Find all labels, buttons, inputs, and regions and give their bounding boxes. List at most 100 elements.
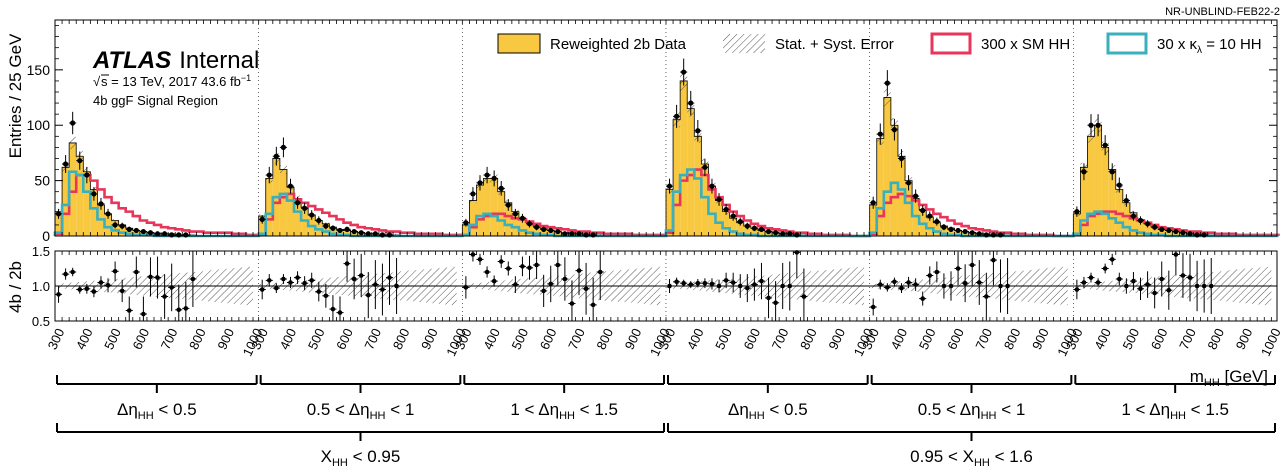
ratio-point xyxy=(84,286,90,292)
data-point xyxy=(877,131,883,137)
background-bar xyxy=(55,211,63,236)
background-bar xyxy=(1073,213,1081,236)
background-bar xyxy=(940,226,948,236)
data-point xyxy=(309,212,315,218)
data-point xyxy=(666,183,673,189)
data-point xyxy=(519,215,526,221)
y-axis-label: Entries / 25 GeV xyxy=(6,33,25,158)
data-point xyxy=(744,223,750,229)
data-point xyxy=(1109,169,1115,175)
data-point xyxy=(512,211,518,217)
data-point xyxy=(280,144,287,150)
atlas-label: ATLAS Internal √ s = 13 TeV, 2017 43.6 fb… xyxy=(92,47,259,108)
eta-bracket-label-sub: HH xyxy=(138,410,154,422)
data-point xyxy=(323,223,329,229)
data-point xyxy=(533,224,540,230)
data-point xyxy=(1074,209,1080,215)
ratio-point xyxy=(892,279,897,285)
background-bar xyxy=(294,198,302,236)
data-point xyxy=(787,231,793,237)
background-bar xyxy=(132,230,140,236)
plot-area xyxy=(53,58,1280,321)
data-point xyxy=(576,231,582,237)
background-bar xyxy=(1151,227,1159,236)
eta-bracket-label-main: 0.5 < Δη xyxy=(918,400,981,419)
background-bar xyxy=(757,230,766,236)
ratio-point xyxy=(302,280,307,286)
data-point xyxy=(927,213,933,219)
ratio-point xyxy=(491,278,497,284)
ratio-point xyxy=(477,257,483,262)
data-point xyxy=(590,232,596,238)
ratio-point xyxy=(569,301,575,306)
eta-bracket-label-sub: HH xyxy=(1170,410,1186,422)
background-bar xyxy=(504,202,512,236)
legend-kl-post: = 10 HH xyxy=(1202,36,1262,53)
x-tick-label: 500 xyxy=(712,326,735,352)
ratio-point xyxy=(695,280,701,286)
background-bar xyxy=(1108,169,1116,236)
data-point xyxy=(730,213,736,219)
ratio-point xyxy=(766,295,771,301)
background-bar xyxy=(1165,230,1173,236)
data-point xyxy=(1123,197,1129,204)
ratio-point xyxy=(1173,252,1179,257)
data-point xyxy=(154,231,161,237)
background-bar xyxy=(883,97,891,237)
ratio-point xyxy=(534,262,539,268)
ratio-point xyxy=(470,252,476,257)
legend-kl-sub: λ xyxy=(1197,45,1202,56)
ratio-point xyxy=(562,276,568,282)
ratio-point xyxy=(541,288,546,294)
background-bar xyxy=(469,200,477,236)
ratio-point xyxy=(288,280,293,285)
ratio-point xyxy=(1138,286,1143,292)
data-point xyxy=(569,231,575,237)
background-bar xyxy=(483,178,491,236)
x-tick-label: 900 xyxy=(825,326,848,352)
data-point xyxy=(266,172,272,178)
legend-data-label: Reweighted 2b Data xyxy=(550,36,687,53)
ratio-point xyxy=(590,302,596,308)
eta-bracket-label-main: 0.5 < Δη xyxy=(307,400,370,419)
data-point xyxy=(358,230,364,236)
eta-bracket-label: 0.5 < ΔηHH < 1 xyxy=(307,400,415,422)
ratio-point xyxy=(351,276,357,282)
background-bar xyxy=(490,178,498,236)
ratio-point xyxy=(583,286,589,292)
data-point xyxy=(1201,232,1207,238)
background-bar xyxy=(547,230,555,236)
background-bar xyxy=(666,189,674,236)
data-point xyxy=(751,225,757,231)
data-point xyxy=(920,207,926,214)
legend-sm-label: 300 x SM HH xyxy=(981,36,1070,53)
eta-bracket-label-main: 1 < Δη xyxy=(510,400,559,419)
x-tick-label: 400 xyxy=(480,326,503,352)
background-bar xyxy=(680,80,688,236)
ratio-point xyxy=(190,276,196,282)
ratio-point xyxy=(119,288,125,294)
data-point xyxy=(1130,213,1137,219)
ratio-point xyxy=(141,311,146,317)
x-tick-label: 800 xyxy=(1204,326,1227,352)
x-tick-label: 500 xyxy=(1120,326,1143,352)
data-point xyxy=(183,232,189,238)
background-bar xyxy=(729,218,737,236)
x-tick-label: 900 xyxy=(1233,326,1256,352)
data-point xyxy=(723,206,729,213)
data-point xyxy=(898,155,905,162)
ratio-point xyxy=(344,261,350,266)
ratio-point xyxy=(387,275,392,280)
ratio-point xyxy=(105,283,111,288)
data-point xyxy=(1088,122,1094,128)
background-bar xyxy=(476,185,484,236)
x-tick-label: 500 xyxy=(101,326,124,352)
x-tick-label: 300 xyxy=(45,326,68,352)
eta-bracket-label-sub: HH xyxy=(981,410,997,422)
x-tick-label: 400 xyxy=(73,326,96,352)
data-point xyxy=(119,223,125,229)
data-point xyxy=(491,175,497,181)
ratio-point xyxy=(1131,278,1136,284)
data-point xyxy=(913,193,919,199)
